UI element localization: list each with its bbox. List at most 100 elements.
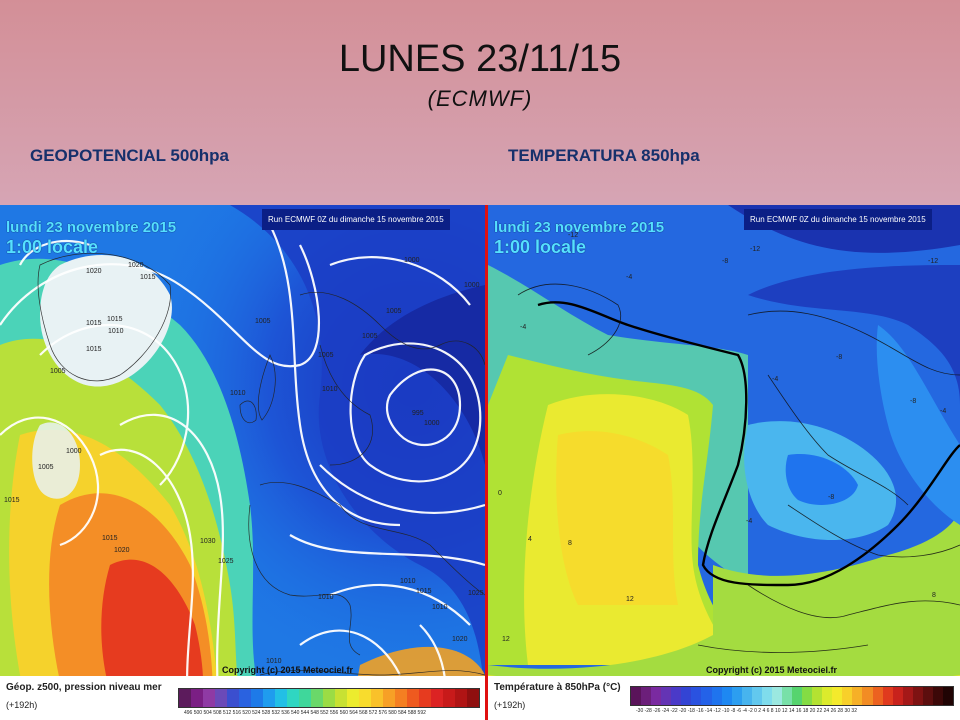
scale-swatch <box>335 689 347 707</box>
scale-swatch <box>681 687 692 705</box>
temperature-coastlines <box>517 283 960 653</box>
isobar-label: 1030 <box>200 538 216 545</box>
scale-swatch <box>781 687 792 705</box>
isobar-label: 1010 <box>230 390 246 397</box>
scale-swatch <box>902 687 913 705</box>
scale-swatch <box>862 687 873 705</box>
isobar-label: 1015 <box>140 274 156 281</box>
scale-swatch <box>395 689 407 707</box>
scale-swatch <box>323 689 335 707</box>
scale-swatch <box>215 689 227 707</box>
isobar-label: 1015 <box>86 346 102 353</box>
scale-swatch <box>431 689 443 707</box>
geopotential-field: 1020 1020 1015 1015 1015 1010 1015 1005 … <box>0 205 485 720</box>
panel-divider <box>485 205 488 720</box>
scale-swatch <box>251 689 263 707</box>
isobar-label: 1005 <box>318 352 334 359</box>
scale-swatch <box>347 689 359 707</box>
scale-swatch <box>203 689 215 707</box>
isobar-label: 1020 <box>128 262 144 269</box>
scale-swatch <box>371 689 383 707</box>
scale-swatch <box>721 687 732 705</box>
scale-swatch <box>227 689 239 707</box>
scale-swatch <box>822 687 833 705</box>
coastlines <box>37 252 485 676</box>
scale-swatch <box>239 689 251 707</box>
scale-swatch <box>832 687 843 705</box>
left-scale-ticks: 496 500 504 508 512 516 520 524 528 532 … <box>184 710 426 716</box>
scale-swatch <box>419 689 431 707</box>
isotherm-label: -4 <box>520 324 526 331</box>
scale-swatch <box>751 687 762 705</box>
scale-swatch <box>711 687 722 705</box>
scale-swatch <box>802 687 813 705</box>
scale-swatch <box>932 687 943 705</box>
isotherm-label: 0 <box>498 490 502 497</box>
scale-swatch <box>882 687 893 705</box>
scale-swatch <box>359 689 371 707</box>
isobar-label: 1015 <box>107 316 123 323</box>
right-section-label: TEMPERATURA 850hpa <box>508 146 700 165</box>
scale-swatch <box>892 687 903 705</box>
left-map-date: lundi 23 novembre 2015 <box>6 219 177 236</box>
scale-swatch <box>922 687 933 705</box>
right-run-info: Run ECMWF 0Z du dimanche 15 novembre 201… <box>744 209 932 230</box>
right-scale-ticks: -30 -28 -26 -24 -22 -20 -18 -16 -14 -12 … <box>636 708 857 714</box>
isobars <box>0 224 485 720</box>
isobar-label: 1000 <box>66 448 82 455</box>
scale-swatch <box>651 687 662 705</box>
scale-swatch <box>942 687 953 705</box>
isotherm-labels: -12 -12 -8 -12 -4 -4 -8 -4 -8 -4 -8 -4 0… <box>498 232 946 643</box>
isobar-label: 1010 <box>108 328 124 335</box>
isotherm-label: -8 <box>722 258 728 265</box>
isobar-label: 1005 <box>386 308 402 315</box>
isotherm-label: 8 <box>932 592 936 599</box>
isobar-label: 1005 <box>38 464 54 471</box>
isobar-label: 1005 <box>255 318 271 325</box>
isobar-label: 1015 <box>102 535 118 542</box>
left-color-scale <box>178 688 480 708</box>
right-copyright: Copyright (c) 2015 Meteociel.fr <box>706 665 838 675</box>
scale-swatch <box>671 687 682 705</box>
isobar-label: 1010 <box>318 594 334 601</box>
scale-swatch <box>842 687 853 705</box>
scale-swatch <box>191 689 203 707</box>
scale-swatch <box>761 687 772 705</box>
isobar-label: 1025 <box>468 590 484 597</box>
scale-swatch <box>731 687 742 705</box>
geopotential-map: 1020 1020 1015 1015 1015 1010 1015 1005 … <box>0 205 485 720</box>
isotherm-label: -8 <box>828 494 834 501</box>
scale-swatch <box>631 687 642 705</box>
isobar-label: 1000 <box>424 420 440 427</box>
left-map-time: 1:00 locale <box>6 237 99 257</box>
left-copyright: Copyright (c) 2015 Meteociel.fr <box>222 665 354 675</box>
scale-swatch <box>912 687 923 705</box>
scale-swatch <box>701 687 712 705</box>
scale-swatch <box>287 689 299 707</box>
isobar-label: 1010 <box>400 578 416 585</box>
scale-swatch <box>691 687 702 705</box>
scale-swatch <box>455 689 467 707</box>
right-legend-title: Température à 850hPa (°C) <box>494 682 621 693</box>
isobar-label: 1005 <box>362 333 378 340</box>
left-legend: Géop. z500, pression niveau mer (+192h) … <box>0 676 485 720</box>
isotherm-label: -4 <box>626 274 632 281</box>
left-run-info: Run ECMWF 0Z du dimanche 15 novembre 201… <box>262 209 450 230</box>
scale-swatch <box>383 689 395 707</box>
left-section-label: GEOPOTENCIAL 500hpa <box>30 146 230 165</box>
isobar-label: 1010 <box>322 386 338 393</box>
isobar-label: 1020 <box>452 636 468 643</box>
left-legend-title: Géop. z500, pression niveau mer <box>6 682 162 693</box>
scale-swatch <box>275 689 287 707</box>
temperature-map: -12 -12 -8 -12 -4 -4 -8 -4 -8 -4 -8 -4 0… <box>488 205 960 720</box>
isotherm-label: 4 <box>528 536 532 543</box>
scale-swatch <box>812 687 823 705</box>
right-color-scale <box>630 686 954 706</box>
isobar-label: 995 <box>412 410 424 417</box>
scale-swatch <box>792 687 803 705</box>
isobar-label: 1020 <box>114 547 130 554</box>
isobar-labels: 1020 1020 1015 1015 1015 1010 1015 1005 … <box>4 257 484 665</box>
isotherm-label: 12 <box>626 596 634 603</box>
slide-subtitle: (ECMWF) <box>427 86 533 111</box>
isotherm-label: -12 <box>750 246 760 253</box>
